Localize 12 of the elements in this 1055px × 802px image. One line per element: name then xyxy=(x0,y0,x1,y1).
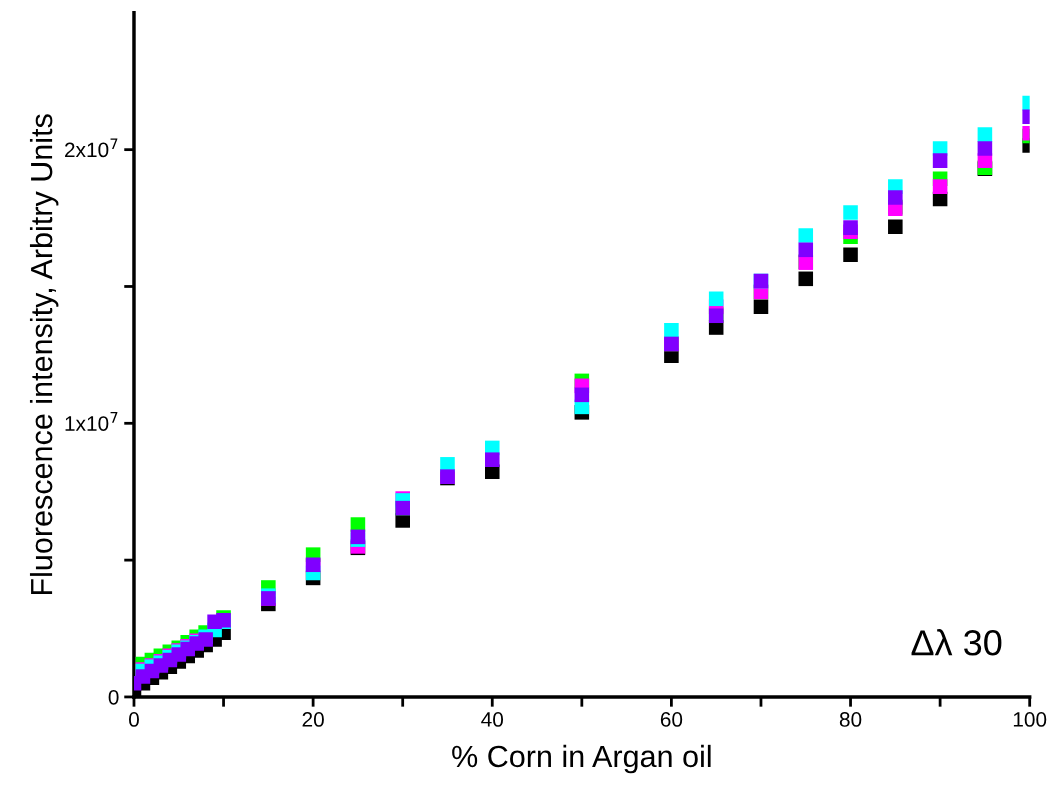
x-tick-label: 80 xyxy=(839,712,862,727)
x-axis-title: % Corn in Argan oil xyxy=(452,744,711,774)
x-tick-label: 100 xyxy=(1013,712,1047,727)
x-tick-label: 60 xyxy=(660,712,683,727)
y-tick-label: 1x10$^{7}$ xyxy=(65,412,118,431)
y-tick-label: 2x10$^{7}$ xyxy=(65,138,118,158)
x-tick-label: 0 xyxy=(129,712,139,727)
y-tick-label: 0 xyxy=(108,689,119,705)
x-tick-label: 40 xyxy=(481,712,504,727)
y-axis-title: Fluorescence intensity, Arbitry Units xyxy=(29,114,59,595)
x-tick-label: 20 xyxy=(302,712,324,727)
annotation: Δλ 30 xyxy=(911,629,1002,656)
